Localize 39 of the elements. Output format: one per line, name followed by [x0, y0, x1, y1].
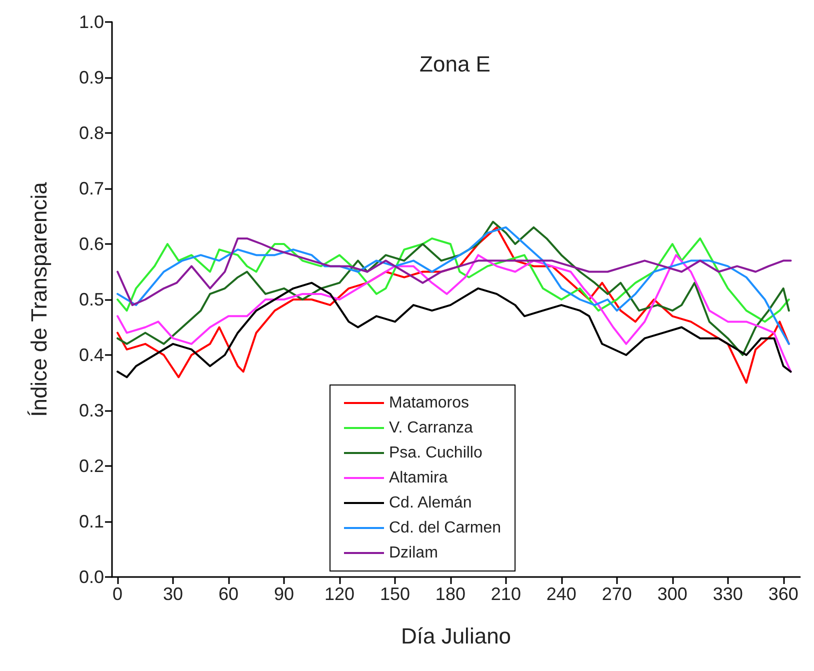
- y-tick-label: 0.2: [78, 456, 104, 476]
- legend-label: Altamira: [389, 470, 448, 486]
- y-tick-label: 1.0: [78, 12, 104, 32]
- x-axis-title: Día Juliano: [400, 624, 512, 648]
- x-tick-label: 270: [602, 584, 632, 604]
- y-tick-label: 0.5: [78, 290, 104, 310]
- x-tick-label: 210: [490, 584, 521, 604]
- y-tick-label: 0.7: [78, 178, 104, 198]
- line-series: [116, 237, 790, 323]
- x-tick-label: 180: [435, 584, 466, 604]
- legend-label: Dzilam: [389, 544, 438, 562]
- line-series: [116, 226, 790, 384]
- x-tick-label: 120: [324, 584, 355, 604]
- legend-label: Matamoros: [389, 394, 470, 412]
- y-tick-label: 0.0: [78, 567, 104, 587]
- line-series: [116, 282, 792, 378]
- y-tick-label: 0.9: [78, 68, 104, 88]
- x-tick-label: 240: [546, 584, 576, 604]
- y-tick-label: 0.8: [78, 123, 104, 143]
- legend-label: Psa. Cuchillo: [389, 444, 482, 462]
- x-tick-label: 150: [380, 584, 410, 604]
- x-tick-label: 360: [768, 584, 798, 604]
- x-tick-label: 90: [274, 584, 294, 604]
- line-series: [116, 254, 792, 373]
- y-tick-label: 0.4: [78, 345, 104, 365]
- legend-label: V. Carranza: [389, 420, 473, 436]
- x-tick-label: 0: [112, 584, 123, 604]
- x-tick-label: 60: [218, 584, 239, 604]
- y-axis-title: Índice de Transparencia: [26, 181, 52, 417]
- y-tick-label: 0.1: [78, 512, 104, 532]
- line-series: [116, 237, 792, 306]
- x-tick-label: 300: [657, 584, 688, 604]
- x-tick-label: 30: [163, 584, 184, 604]
- y-tick-label: 0.6: [78, 234, 104, 254]
- y-tick-label: 0.3: [78, 400, 104, 420]
- x-tick-label: 330: [712, 584, 743, 604]
- legend-label: Cd. Alemán: [389, 494, 472, 512]
- text: Zona E: [420, 52, 490, 76]
- legend-label: Cd. del Carmen: [389, 520, 502, 536]
